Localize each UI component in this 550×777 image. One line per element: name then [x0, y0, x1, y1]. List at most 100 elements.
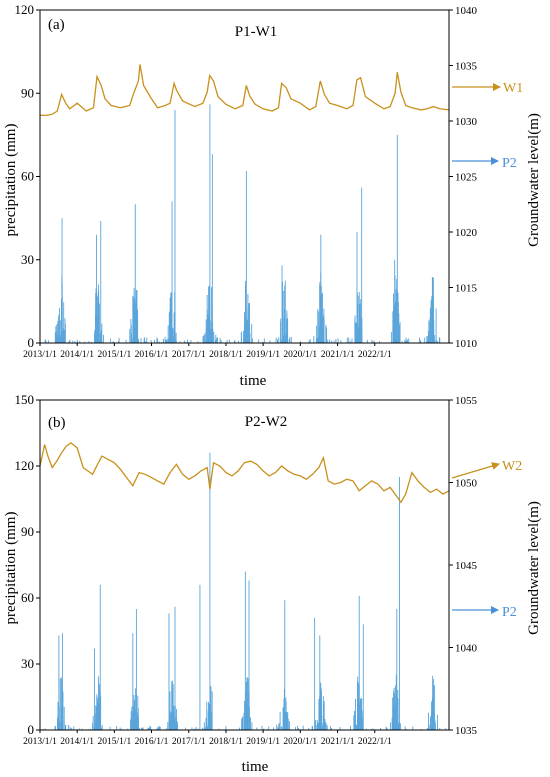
x-tick-label: 2017/1/1 [172, 350, 206, 360]
precip-bar [92, 722, 94, 730]
precip-bar [327, 339, 329, 343]
precip-bar [428, 333, 430, 343]
precip-bar [169, 717, 171, 730]
precip-bar [251, 338, 253, 343]
precip-bar [428, 712, 429, 730]
precip-bar [436, 341, 438, 343]
precip-bar [289, 337, 291, 343]
precip-bar [140, 338, 142, 343]
precip-bar [406, 728, 408, 730]
precip-bar [148, 727, 150, 730]
precip-peak-bar [396, 134, 398, 344]
x-axis-ticks-a: 2013/1/1 2014/1/1 2015/1/1 2016/1/1 2017/1/1… [23, 343, 392, 360]
precip-bar [150, 727, 152, 730]
precip-peak-bar [209, 104, 211, 343]
y2-tick-label: 1055 [455, 395, 478, 407]
precip-bar [432, 675, 434, 730]
plot-frame-a [39, 9, 450, 344]
w2-arrow [451, 462, 500, 479]
precip-peak-bar [362, 624, 364, 730]
precip-peak-bar [356, 232, 358, 343]
precip-bar [175, 340, 177, 343]
precip-bar [76, 339, 78, 343]
precip-bar [392, 311, 394, 343]
precip-bar [434, 719, 436, 730]
precip-bar [356, 725, 358, 730]
precip-bar [118, 337, 120, 343]
precip-bar [358, 295, 360, 343]
y-tick-label: 30 [21, 656, 34, 671]
precip-bar [243, 330, 244, 343]
precip-bar [205, 319, 207, 343]
precip-bar [147, 727, 149, 730]
precip-bar [393, 336, 395, 343]
precip-bar [68, 341, 70, 343]
precip-peak-bar [314, 617, 316, 730]
precip-bar [320, 286, 322, 343]
precip-bar [208, 286, 210, 343]
precip-bar [282, 719, 284, 730]
plot-frame-b [39, 399, 450, 731]
precip-bar [98, 676, 99, 730]
precip-bar [268, 726, 270, 730]
precip-bar [424, 337, 426, 343]
precip-bar [79, 340, 81, 343]
precip-bar [169, 691, 171, 730]
precip-bar [131, 706, 133, 730]
precip-bar [282, 318, 284, 343]
precip-bar [185, 341, 187, 343]
y-axis-label-a: precipitation (mm) [3, 124, 19, 237]
precip-peak-bar [319, 635, 321, 730]
precip-bar [241, 722, 243, 730]
precip-bar [119, 727, 121, 730]
precip-bar [357, 328, 359, 343]
precip-bar [159, 726, 161, 730]
precip-bar [187, 339, 188, 343]
precip-bar [208, 302, 210, 343]
x-tick-label: 2020/1/1 [283, 737, 317, 747]
precip-bar [137, 337, 139, 343]
y2-axis-label-b: Groundwater level(m) [526, 501, 542, 635]
precip-bar [211, 287, 212, 343]
precip-bar [127, 728, 129, 730]
x-tick-label: 2015/1/1 [97, 737, 131, 747]
y2-tick-label: 1030 [455, 116, 478, 128]
y2-tick-label: 1025 [455, 172, 478, 184]
precip-bar [278, 723, 280, 730]
precip-bar [63, 706, 65, 730]
precip-bar [426, 727, 428, 730]
precip-peak-bar [396, 609, 398, 730]
precip-bar [195, 726, 197, 730]
precip-bar [54, 725, 56, 730]
precip-peak-bar [135, 609, 137, 730]
precip-bar [59, 721, 60, 730]
precip-bar [284, 285, 286, 343]
precip-bar [158, 726, 160, 730]
y-tick-label: 0 [28, 722, 35, 737]
precip-bar [57, 715, 59, 730]
precip-bar [61, 707, 63, 730]
x-tick-label: 2019/1/1 [246, 350, 280, 360]
precip-bar [276, 727, 278, 730]
precip-bar [64, 323, 66, 343]
precip-bar [132, 296, 134, 343]
precip-bar [390, 722, 391, 730]
precip-bar [419, 337, 421, 343]
x-tick-label: 2022/1/1 [358, 737, 392, 747]
y2-axis-ticks-a: 1010 1015 1020 1025 1030 1035 1040 [449, 5, 478, 350]
y2-tick-label: 1045 [455, 560, 478, 572]
precip-bar [286, 714, 288, 730]
precip-bar [226, 340, 228, 343]
precip-bar [281, 726, 283, 730]
precip-bar [167, 325, 169, 343]
panel-label-a: (a) [48, 17, 65, 33]
precip-bar [290, 336, 292, 343]
precip-bar [273, 727, 275, 730]
precip-bar [54, 332, 56, 343]
precip-bar [287, 718, 289, 730]
precip-bar [62, 331, 64, 343]
y-tick-label: 30 [21, 252, 34, 267]
precip-bar [137, 717, 139, 730]
precip-bar [395, 703, 397, 730]
